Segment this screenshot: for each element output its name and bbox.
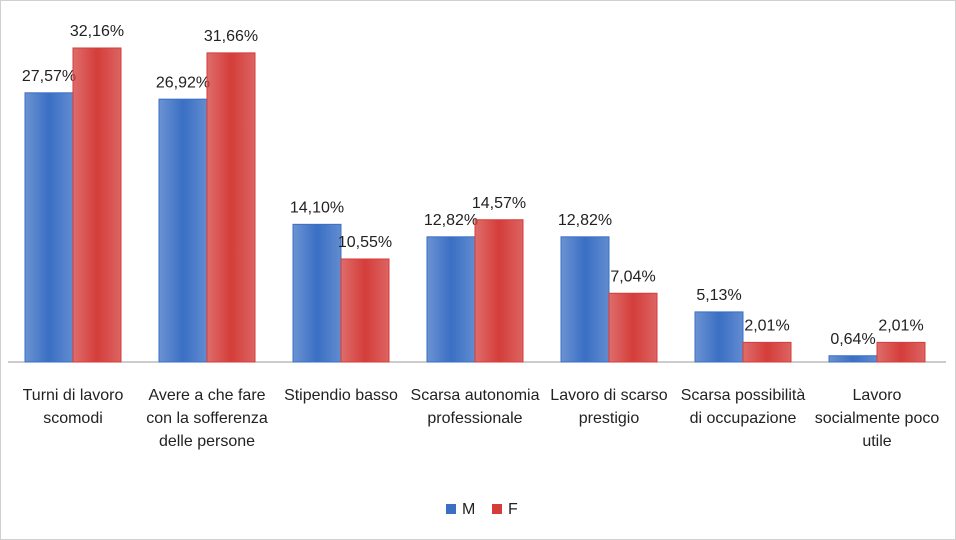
bar [206,52,256,363]
x-tick-label: Scarsa possibilità di occupazione [680,387,806,427]
bar [426,236,476,363]
legend-swatch [492,504,502,514]
value-label: 14,10% [290,200,344,217]
bar [828,355,878,363]
legend-label: F [508,501,518,518]
bar [340,258,390,363]
value-label: 12,82% [558,212,612,229]
bar [72,47,122,363]
bar [560,236,610,363]
bar [24,92,74,363]
bar [608,292,658,363]
bar [474,219,524,363]
value-label: 2,01% [744,318,789,335]
x-tick-label: Turni di lavoro scomodi [22,387,124,427]
bar [876,341,926,363]
bar [694,311,744,363]
x-tick-label: Lavoro socialmente poco utile [814,387,940,450]
value-label: 12,82% [424,212,478,229]
value-label: 31,66% [204,28,258,45]
value-label: 32,16% [70,23,124,40]
value-label: 7,04% [610,268,655,285]
value-label: 14,57% [472,195,526,212]
value-label: 2,01% [878,318,923,335]
x-tick-label: Lavoro di scarso prestigio [550,387,668,427]
x-tick-label: Avere a che fare con la sofferenza delle… [146,387,268,450]
value-label: 0,64% [830,331,875,348]
x-tick-label: Scarsa autonomia professionale [410,387,540,427]
value-label: 27,57% [22,68,76,85]
bar [158,98,208,363]
bar [742,341,792,363]
bar [292,223,342,363]
value-label: 5,13% [696,287,741,304]
value-label: 26,92% [156,74,210,91]
x-tick-label: Stipendio basso [284,387,398,404]
legend-label: M [462,501,475,518]
value-label: 10,55% [338,234,392,251]
legend-swatch [446,504,456,514]
